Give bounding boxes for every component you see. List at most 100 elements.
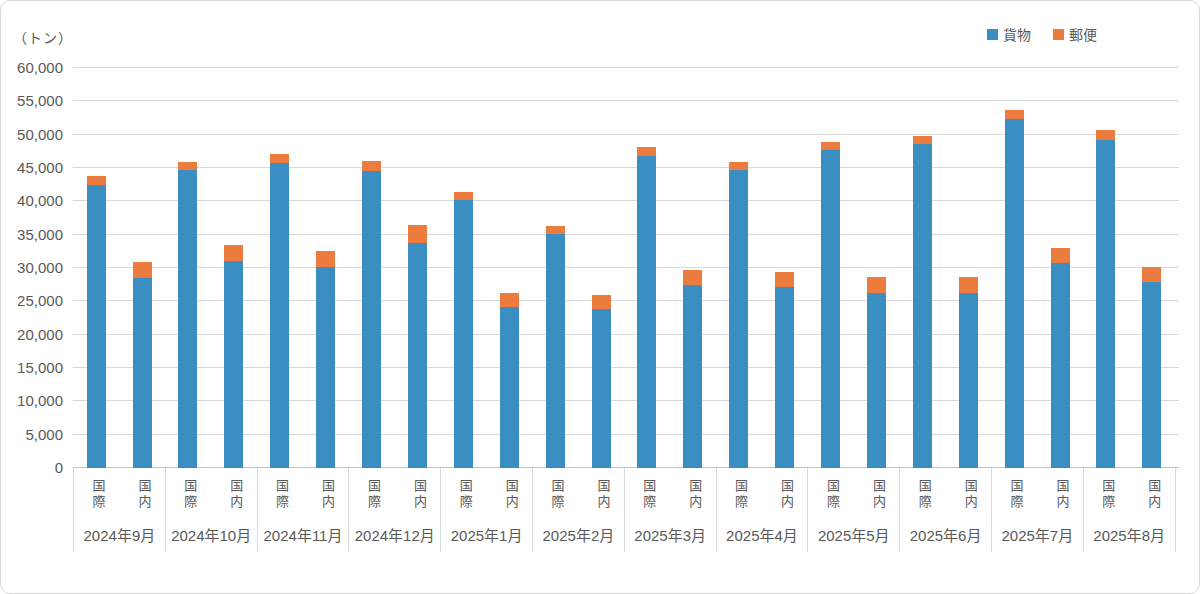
- x-axis: 国際国内2024年9月国際国内2024年10月国際国内2024年11月国際国内2…: [73, 468, 1176, 552]
- bar-segment-cargo[interactable]: [775, 287, 794, 468]
- bar-segment-cargo[interactable]: [683, 285, 702, 468]
- stacked-bar-2024年10月-国内[interactable]: [224, 68, 243, 468]
- bar-segment-mail[interactable]: [316, 251, 335, 267]
- bar-segment-mail[interactable]: [1096, 130, 1115, 140]
- bar-segment-mail[interactable]: [546, 226, 565, 234]
- x-group-cell: 国際国内2025年6月: [900, 468, 992, 552]
- plot-area: [73, 68, 1179, 468]
- stacked-bar-2025年3月-国際[interactable]: [637, 68, 656, 468]
- bar-segment-cargo[interactable]: [1005, 119, 1024, 468]
- stacked-bar-2025年1月-国内[interactable]: [500, 68, 519, 468]
- stacked-bar-2024年12月-国内[interactable]: [408, 68, 427, 468]
- bar-segment-cargo[interactable]: [867, 293, 886, 468]
- bar-segment-mail[interactable]: [913, 136, 932, 144]
- stacked-bar-2025年6月-国際[interactable]: [913, 68, 932, 468]
- stacked-bar-2025年1月-国際[interactable]: [454, 68, 473, 468]
- cargo-swatch-icon: [987, 29, 998, 40]
- legend-item-mail[interactable]: 郵便: [1053, 24, 1097, 44]
- stacked-bar-2024年11月-国際[interactable]: [270, 68, 289, 468]
- bar-group: [440, 68, 532, 468]
- stacked-bar-2024年12月-国際[interactable]: [362, 68, 381, 468]
- subcategory-label: 国内: [594, 479, 610, 511]
- bar-group: [716, 68, 808, 468]
- bar-segment-cargo[interactable]: [316, 267, 335, 468]
- stacked-bar-2024年9月-国内[interactable]: [133, 68, 152, 468]
- x-group-cell: 国際国内2024年10月: [166, 468, 258, 552]
- bar-segment-cargo[interactable]: [729, 170, 748, 468]
- bar-segment-mail[interactable]: [362, 161, 381, 171]
- y-tick-label: 15,000: [1, 359, 63, 377]
- bar-segment-cargo[interactable]: [1096, 140, 1115, 468]
- bar-segment-mail[interactable]: [592, 295, 611, 308]
- bar-segment-cargo[interactable]: [592, 309, 611, 468]
- x-group-cell: 国際国内2025年4月: [717, 468, 809, 552]
- stacked-bar-2025年3月-国内[interactable]: [683, 68, 702, 468]
- stacked-bar-2025年7月-国際[interactable]: [1005, 68, 1024, 468]
- subcategory-label: 国際: [1099, 479, 1115, 511]
- stacked-bar-2025年6月-国内[interactable]: [959, 68, 978, 468]
- bar-segment-mail[interactable]: [867, 277, 886, 293]
- stacked-bar-2025年2月-国内[interactable]: [592, 68, 611, 468]
- x-group-cell: 国際国内2024年11月: [258, 468, 350, 552]
- bar-segment-mail[interactable]: [1142, 267, 1161, 282]
- bar-segment-cargo[interactable]: [959, 293, 978, 468]
- bar-segment-mail[interactable]: [959, 277, 978, 294]
- bar-segment-mail[interactable]: [87, 176, 106, 184]
- stacked-bar-2024年10月-国際[interactable]: [178, 68, 197, 468]
- y-tick-label: 45,000: [1, 159, 63, 177]
- stacked-bar-2025年8月-国内[interactable]: [1142, 68, 1161, 468]
- bar-segment-mail[interactable]: [637, 147, 656, 156]
- bar-segment-cargo[interactable]: [1051, 263, 1070, 468]
- bar-segment-mail[interactable]: [270, 154, 289, 163]
- stacked-bar-2025年5月-国内[interactable]: [867, 68, 886, 468]
- stacked-bar-2025年4月-国内[interactable]: [775, 68, 794, 468]
- bar-segment-cargo[interactable]: [546, 234, 565, 468]
- bar-segment-cargo[interactable]: [133, 278, 152, 468]
- bar-group: [807, 68, 899, 468]
- subcategory-label: 国内: [227, 479, 243, 511]
- subcategory-label: 国際: [273, 479, 289, 511]
- month-label: 2024年10月: [166, 524, 257, 545]
- bar-group: [165, 68, 257, 468]
- stacked-bar-2025年8月-国際[interactable]: [1096, 68, 1115, 468]
- bar-group: [624, 68, 716, 468]
- stacked-bar-2024年9月-国際[interactable]: [87, 68, 106, 468]
- stacked-bar-2025年7月-国内[interactable]: [1051, 68, 1070, 468]
- bar-segment-mail[interactable]: [224, 245, 243, 261]
- stacked-bar-2024年11月-国内[interactable]: [316, 68, 335, 468]
- bar-group: [899, 68, 991, 468]
- bar-segment-cargo[interactable]: [500, 307, 519, 468]
- bar-segment-cargo[interactable]: [362, 171, 381, 468]
- bar-segment-mail[interactable]: [1005, 110, 1024, 118]
- bar-segment-mail[interactable]: [454, 192, 473, 200]
- stacked-bar-2025年4月-国際[interactable]: [729, 68, 748, 468]
- bar-segment-mail[interactable]: [729, 162, 748, 170]
- month-label: 2025年4月: [717, 524, 808, 545]
- subcategory-label: 国内: [870, 479, 886, 511]
- bar-segment-mail[interactable]: [408, 225, 427, 242]
- legend-label-mail: 郵便: [1069, 24, 1097, 44]
- bar-segment-cargo[interactable]: [821, 150, 840, 468]
- month-label: 2025年3月: [625, 524, 716, 545]
- bar-segment-cargo[interactable]: [224, 261, 243, 468]
- bar-segment-cargo[interactable]: [454, 200, 473, 468]
- stacked-bar-2025年2月-国際[interactable]: [546, 68, 565, 468]
- bar-segment-cargo[interactable]: [178, 170, 197, 468]
- bar-segment-mail[interactable]: [683, 270, 702, 285]
- bar-segment-mail[interactable]: [178, 162, 197, 171]
- subcategory-label: 国内: [411, 479, 427, 511]
- bar-segment-cargo[interactable]: [637, 156, 656, 468]
- bar-segment-mail[interactable]: [821, 142, 840, 151]
- bar-segment-mail[interactable]: [500, 293, 519, 307]
- bar-segment-cargo[interactable]: [1142, 282, 1161, 468]
- bar-segment-mail[interactable]: [1051, 248, 1070, 263]
- bar-segment-cargo[interactable]: [270, 163, 289, 468]
- subcategory-label: 国際: [824, 479, 840, 511]
- bar-segment-cargo[interactable]: [913, 144, 932, 468]
- legend-item-cargo[interactable]: 貨物: [987, 24, 1031, 44]
- bar-segment-cargo[interactable]: [408, 243, 427, 468]
- bar-segment-mail[interactable]: [775, 272, 794, 287]
- stacked-bar-2025年5月-国際[interactable]: [821, 68, 840, 468]
- bar-segment-mail[interactable]: [133, 262, 152, 278]
- bar-segment-cargo[interactable]: [87, 185, 106, 468]
